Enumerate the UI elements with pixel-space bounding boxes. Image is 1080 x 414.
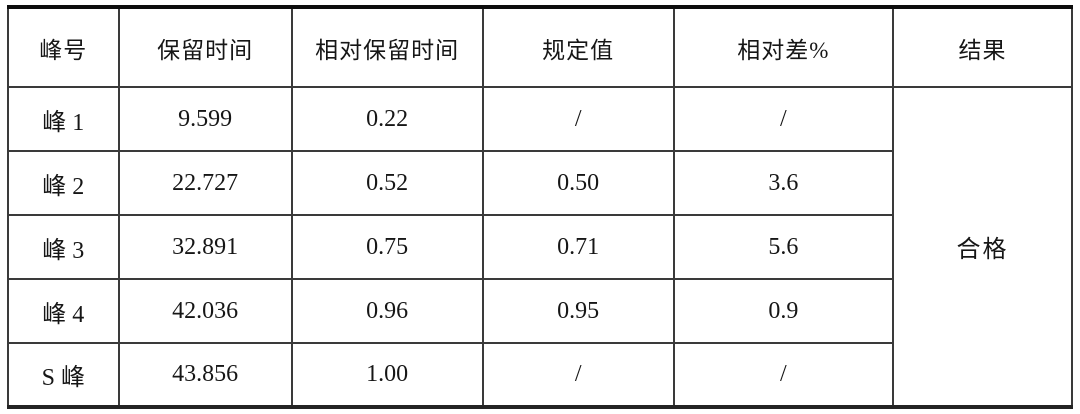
cell-peak-number: S 峰 xyxy=(7,342,120,408)
column-header-retention-time: 保留时间 xyxy=(117,6,293,88)
column-header-relative-retention-time: 相对保留时间 xyxy=(290,6,484,88)
cell-peak-number: 峰 4 xyxy=(7,278,120,344)
table-row-peak-3: 峰 3 32.891 0.75 0.71 5.6 xyxy=(7,214,1072,280)
cell-peak-number: 峰 2 xyxy=(7,150,120,216)
cell-relative-diff: 5.6 xyxy=(672,214,894,280)
header-row: 峰号 保留时间 相对保留时间 规定值 相对差% 结果 xyxy=(7,6,1074,88)
column-header-peak-number: 峰号 xyxy=(7,6,120,88)
cell-retention-time: 9.599 xyxy=(117,86,293,152)
cell-retention-time: 42.036 xyxy=(117,278,293,344)
cell-relative-retention-time: 0.96 xyxy=(290,278,484,344)
cell-specified-value: 0.95 xyxy=(481,278,675,344)
table-row-peak-1: 峰 1 9.599 0.22 / / 合格 xyxy=(7,86,1074,408)
cell-relative-retention-time: 0.22 xyxy=(290,86,484,152)
cell-retention-time: 22.727 xyxy=(117,150,293,216)
cell-relative-diff: / xyxy=(672,342,894,408)
cell-retention-time: 32.891 xyxy=(117,214,293,280)
cell-specified-value: 0.71 xyxy=(481,214,675,280)
cell-relative-diff: / xyxy=(672,86,894,152)
cell-relative-retention-time: 0.52 xyxy=(290,150,484,216)
column-header-relative-diff-percent: 相对差% xyxy=(672,6,894,88)
cell-relative-diff: 0.9 xyxy=(672,278,894,344)
cell-specified-value: 0.50 xyxy=(481,150,675,216)
cell-specified-value: / xyxy=(481,86,675,152)
cell-relative-diff: 3.6 xyxy=(672,150,894,216)
peak-results-table: 峰号 保留时间 相对保留时间 规定值 相对差% 结果 峰 1 9.599 0.2… xyxy=(7,5,1074,409)
cell-peak-number: 峰 1 xyxy=(7,86,120,152)
cell-retention-time: 43.856 xyxy=(117,342,293,408)
cell-result-merged: 合格 xyxy=(891,86,1074,408)
column-header-specified-value: 规定值 xyxy=(481,6,675,88)
cell-peak-number: 峰 3 xyxy=(7,214,120,280)
table-row-peak-s: S 峰 43.856 1.00 / / xyxy=(7,342,1072,408)
table-row-peak-2: 峰 2 22.727 0.52 0.50 3.6 xyxy=(7,150,1072,216)
table-row-peak-4: 峰 4 42.036 0.96 0.95 0.9 xyxy=(7,278,1072,344)
cell-specified-value: / xyxy=(481,342,675,408)
column-header-result: 结果 xyxy=(891,6,1074,88)
cell-relative-retention-time: 1.00 xyxy=(290,342,484,408)
cell-relative-retention-time: 0.75 xyxy=(290,214,484,280)
